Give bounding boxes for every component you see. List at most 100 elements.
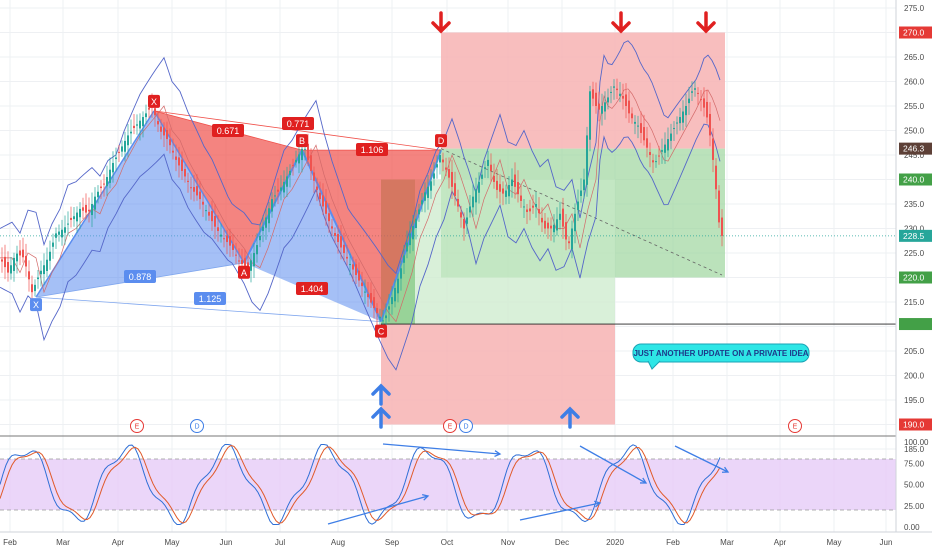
candle-body [598,103,600,110]
candle-body [199,191,201,200]
candle-body [307,143,309,160]
candle-body [145,113,147,118]
candle-body [442,159,444,163]
candle-body [55,233,57,238]
event-marker [459,419,473,433]
ratio-label: 1.125 [194,292,226,305]
time-tick-label: Aug [331,538,345,547]
candle-body [316,186,318,190]
price-tag-label: 220.0 [903,273,925,283]
point-label-c: C [375,324,387,338]
candle-body [112,162,114,173]
candle-body [610,91,612,93]
time-tick-label: Apr [112,538,125,547]
candle-body [160,126,162,132]
price-tick-label: 230.0 [904,225,925,234]
candle-body [424,192,426,201]
candle-body [583,179,585,191]
price-tag [899,418,932,431]
candle-body [274,195,276,197]
candle-body [508,185,510,197]
down-arrow-icon [611,11,631,34]
candle-body [166,130,168,140]
time-tick-label: May [164,538,179,547]
point-label-a: A [238,265,250,279]
candle-body [181,159,183,171]
candle-body [652,160,654,163]
candle-body [109,169,111,183]
target-boxes [0,32,896,425]
bollinger-upper [0,40,721,275]
time-tick-label: Mar [56,538,70,547]
point-label-x: X [30,298,42,312]
event-marker [443,419,457,433]
price-tag-label: 228.5 [903,231,925,241]
candle-body [367,294,369,298]
candle-body [169,139,171,146]
candle-body [514,174,516,187]
candle-body [463,218,465,229]
candle-body [382,320,384,322]
ratio-label-bg [356,143,388,156]
candle-body [619,93,621,96]
candle-body [208,211,210,216]
candle-body [538,209,540,214]
candle-body [7,262,9,273]
candle-body [289,170,291,176]
candle-body [481,174,483,179]
time-tick-label: Feb [666,538,680,547]
stochastic-panel [0,443,896,525]
candle-body [691,91,693,93]
time-axis[interactable]: Feb Mar Apr May Jun Jul Aug Sep Oct Nov Dec 2020 Feb… [0,531,932,547]
point-label-x-text: X [151,97,157,107]
candle-body [352,264,354,270]
divergence-arrowhead [594,500,602,508]
target-box-red [441,32,725,149]
pattern-triangle-xa [36,110,244,298]
diag-xc [35,296,382,322]
callout-tail [647,360,661,370]
candle-body [163,127,165,136]
candle-body [103,183,105,185]
candle-body [703,98,705,108]
candle-body [202,201,204,205]
candle-body [592,89,594,99]
candle-body [250,260,252,271]
down-arrow-shape [431,11,451,34]
point-label-x-bg [30,298,42,312]
candle-body [19,250,21,256]
candle-body [682,111,684,123]
candle-body [268,208,270,224]
candle-body [205,210,207,212]
ratio-label-text: 1.125 [199,294,222,304]
candle-body [301,148,303,161]
price-tag [899,26,932,39]
point-label-d-bg [435,134,447,148]
candle-body [229,236,231,246]
candle-body [502,188,504,194]
candle-body [562,208,564,227]
candle-body [715,165,717,190]
candle-body [175,156,177,160]
candle-body [133,125,135,129]
time-tick-label: Sep [385,538,400,547]
annotation-callout[interactable]: JUST ANOTHER UPDATE ON A PRIVATE IDEA E D E… [130,343,810,433]
candle-body [49,251,51,261]
point-label-b-bg [296,134,308,148]
candle-body [415,218,417,229]
point-label-a-bg [238,265,250,279]
price-axis[interactable]: 275.0 270.0 265.0 260.0 255.0 250.0 245.0 240.0… [895,0,932,550]
candle-body [391,297,393,305]
candle-body [511,179,513,187]
candle-body [553,224,555,233]
price-tick-label: 275.0 [904,4,925,13]
candle-body [622,95,624,99]
candle-body [625,94,627,106]
price-tick-label: 195.0 [904,396,925,405]
candle-body [637,125,639,127]
candle-body [577,201,579,210]
candle-body [406,242,408,252]
candle-body [397,278,399,294]
candle-body [340,236,342,248]
